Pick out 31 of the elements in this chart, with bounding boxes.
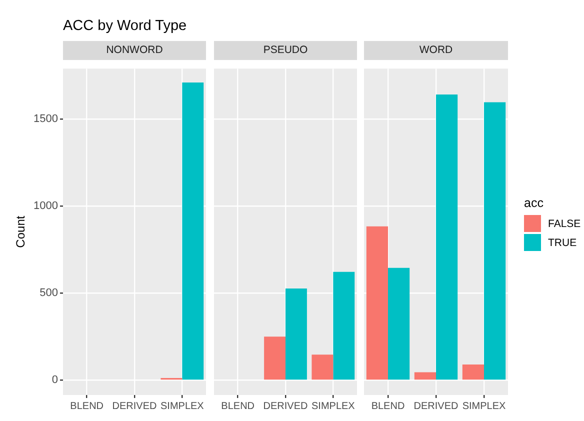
bar <box>414 372 436 380</box>
y-tick-label: 1000 <box>34 200 58 212</box>
bar <box>484 102 506 380</box>
chart-subtitle: PSEUDO <box>214 41 357 60</box>
legend-label: TRUE <box>548 236 577 248</box>
chart-subtitle: NONWORD <box>63 41 206 60</box>
bar <box>388 268 410 380</box>
bar <box>286 288 307 380</box>
bar <box>264 336 286 380</box>
x-tick-label: DERIVED <box>263 400 308 412</box>
chart-subtitle: WORD <box>364 41 508 60</box>
bar <box>462 364 484 380</box>
bar <box>333 272 355 380</box>
legend-title: acc <box>524 196 544 210</box>
chart-title: ACC by Word Type <box>63 18 187 34</box>
bar <box>366 226 388 380</box>
bar <box>436 94 458 380</box>
y-tick-label: 1500 <box>34 113 58 126</box>
x-tick-label: DERIVED <box>112 400 157 412</box>
x-tick-label: SIMPLEX <box>462 400 506 412</box>
legend-label: FALSE <box>548 218 581 230</box>
y-axis-title: Count <box>14 215 28 248</box>
y-tick-label: 500 <box>40 287 58 300</box>
x-tick-label: BLEND <box>221 400 255 412</box>
y-tick-label: 0 <box>52 374 58 386</box>
x-tick-label: DERIVED <box>414 400 458 412</box>
x-tick-label: SIMPLEX <box>160 400 204 412</box>
x-tick-label: SIMPLEX <box>311 400 356 412</box>
x-tick-label: BLEND <box>70 400 104 412</box>
bar <box>312 354 334 380</box>
x-tick-label: BLEND <box>371 400 405 412</box>
